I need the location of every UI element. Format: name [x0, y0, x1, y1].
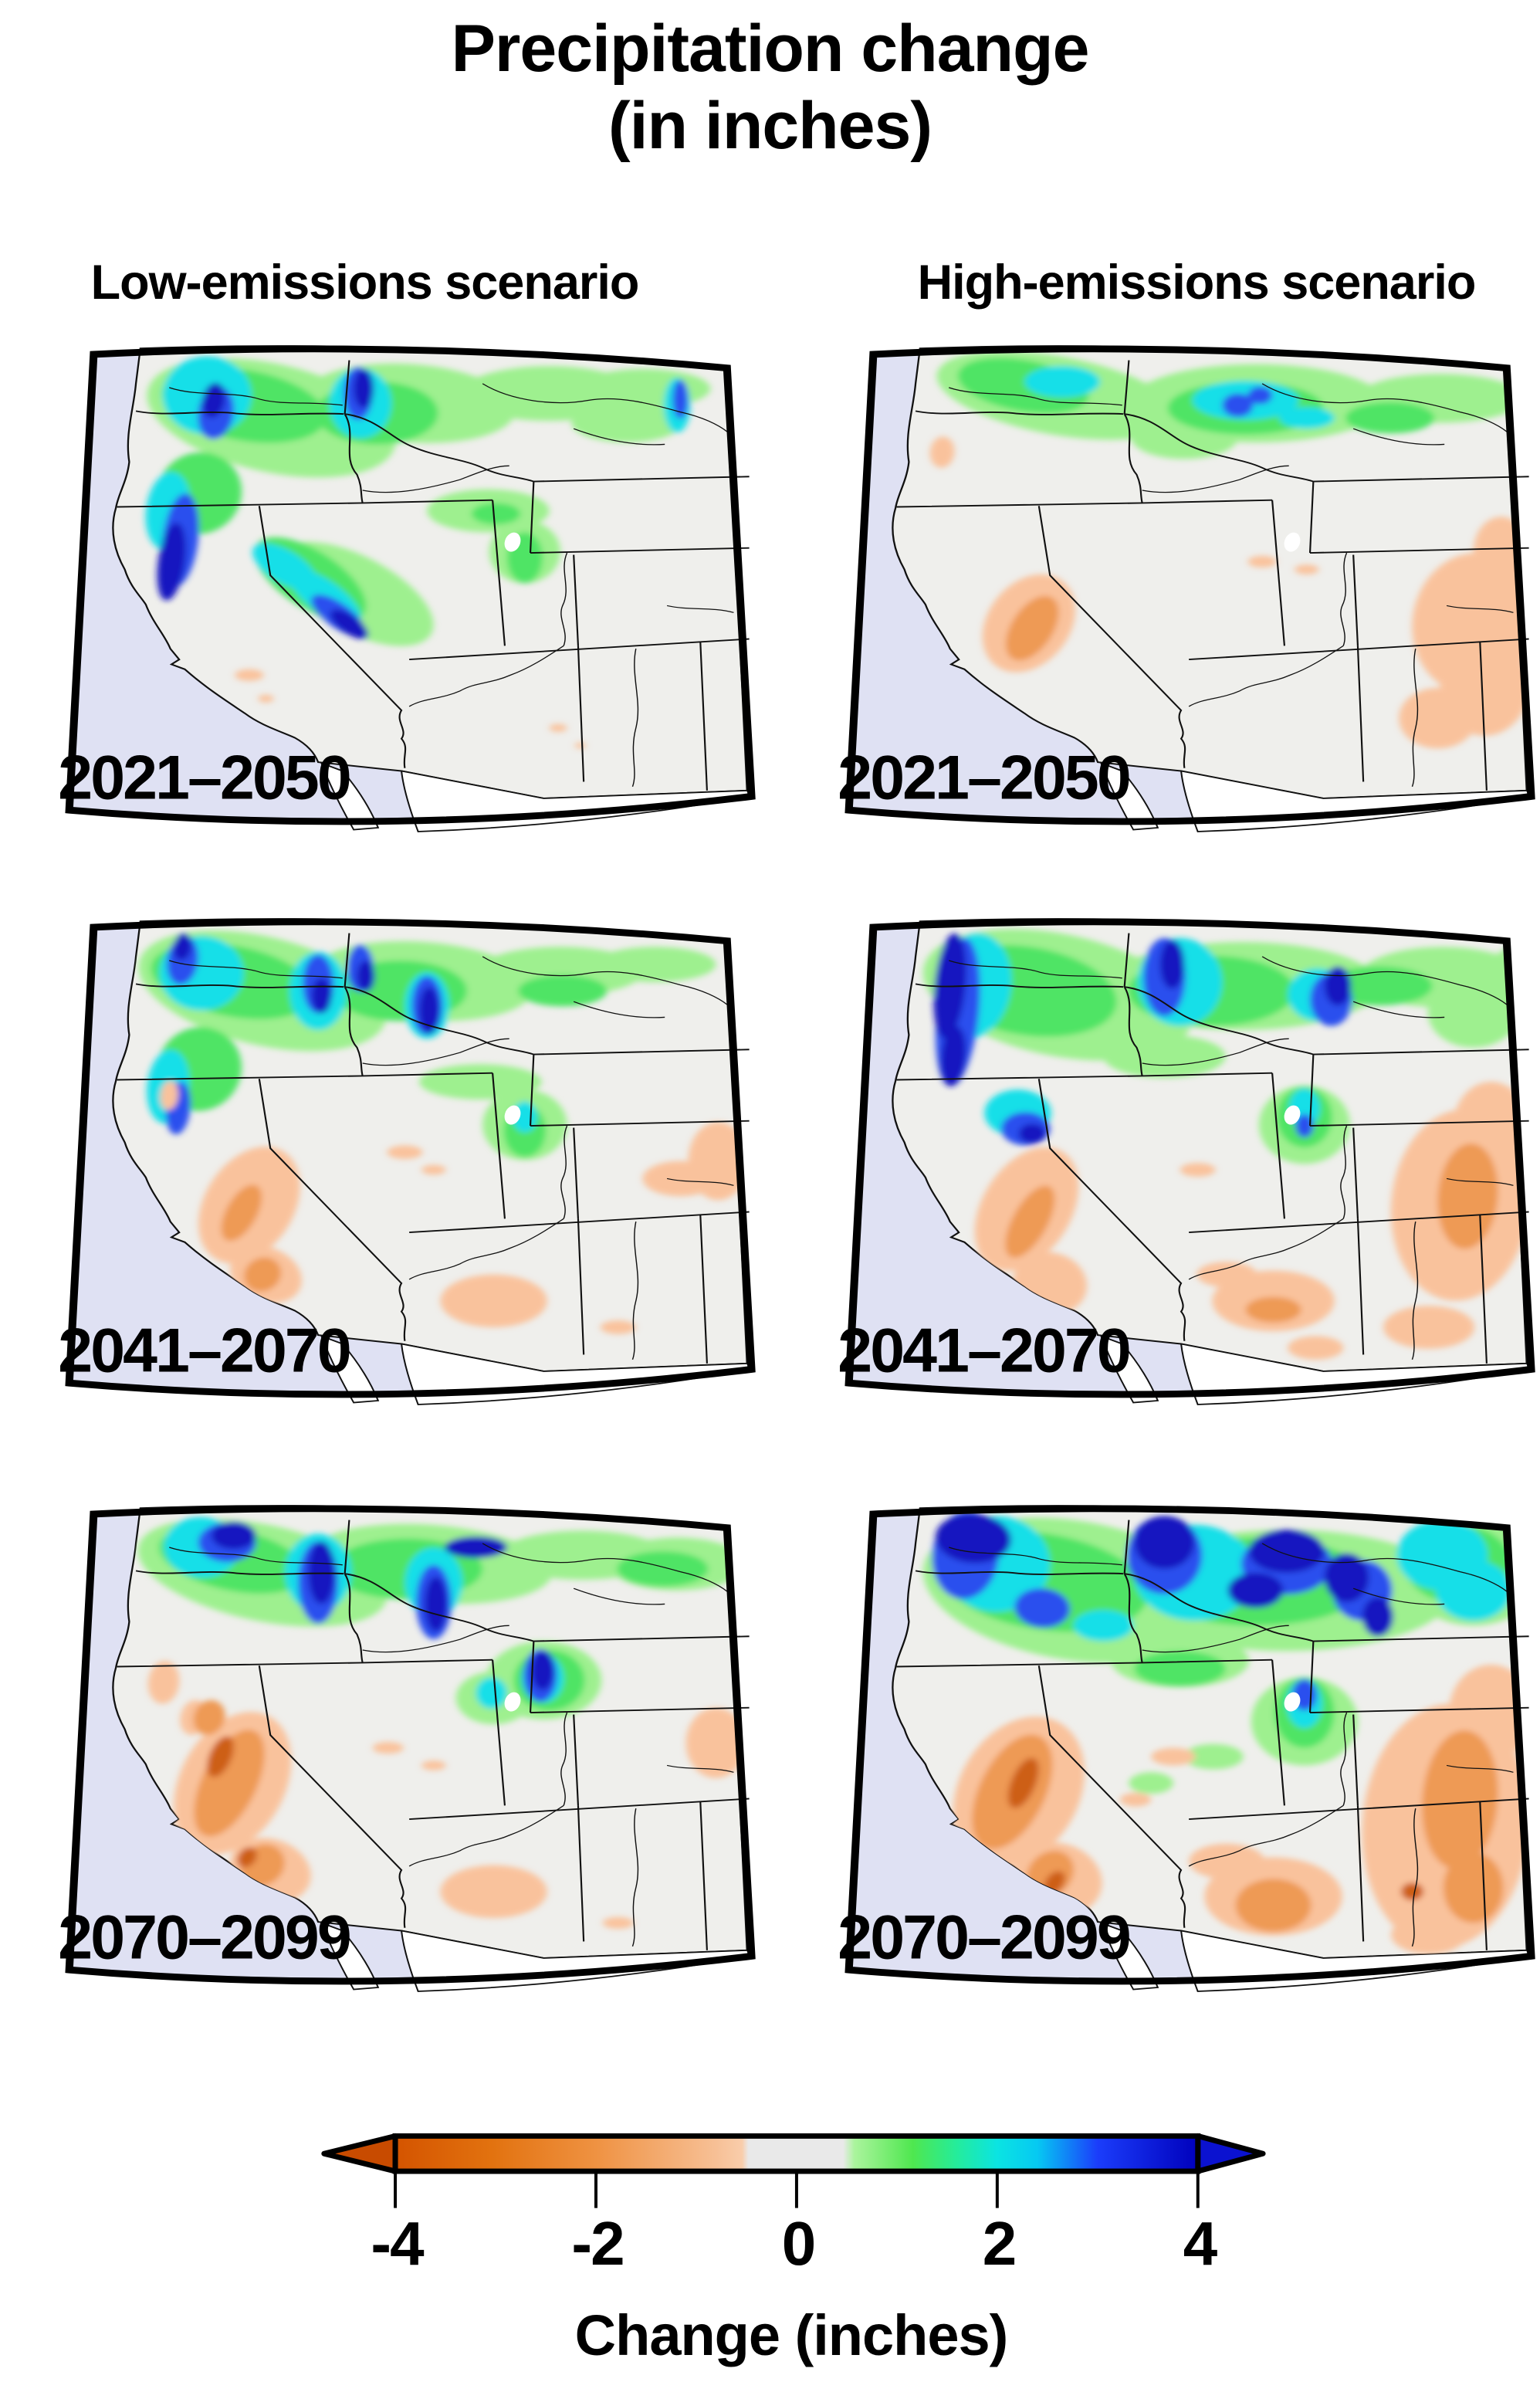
great-salt-lake — [504, 1692, 521, 1712]
period-label: 2041–2070 — [838, 1316, 1129, 1386]
figure-title-line2: (in inches) — [608, 88, 932, 163]
baja-peninsula — [1099, 761, 1159, 831]
great-salt-lake — [1284, 1105, 1301, 1125]
colorbar-tick--2: -2 — [571, 2209, 624, 2278]
colorbar-arrow-left — [321, 2133, 398, 2174]
map-high-2021-2050: 2021–2050 — [838, 345, 1535, 832]
baja-peninsula — [320, 1334, 380, 1404]
map-frame — [844, 1505, 1535, 1985]
figure-title-line1: Precipitation change — [451, 12, 1090, 86]
map-low-2021-2050: 2021–2050 — [58, 345, 756, 832]
figure-title: Precipitation change (in inches) — [0, 11, 1540, 165]
colorbar-tick-0: 0 — [781, 2209, 817, 2278]
colorbar-arrow-right — [1195, 2133, 1266, 2174]
colorbar-svg — [321, 2133, 1266, 2208]
precip-change-field — [922, 929, 1527, 1360]
map-panel-high-2041-2070: 2041–2070 — [807, 905, 1540, 1423]
map-frame — [65, 1505, 756, 1985]
map-low-2041-2070: 2041–2070 — [58, 918, 756, 1405]
colorbar-tick-2: 2 — [982, 2209, 1017, 2278]
colorbar-label: Change (inches) — [574, 2303, 1009, 2367]
map-panel-low-2070-2099: 2070–2099 — [27, 1492, 760, 2010]
baja-peninsula — [320, 1921, 380, 1991]
great-salt-lake — [1284, 1692, 1301, 1712]
precip-change-field — [138, 930, 747, 1334]
precip-change-field — [137, 1516, 746, 1929]
column-header-low-emissions: Low-emissions scenario — [90, 256, 640, 310]
map-frame — [65, 918, 756, 1398]
great-salt-lake — [504, 1105, 521, 1125]
map-frame — [844, 918, 1535, 1398]
baja-peninsula — [1099, 1921, 1159, 1991]
map-panel-low-2041-2070: 2041–2070 — [27, 905, 760, 1423]
map-frame — [65, 345, 756, 825]
column-header-high-emissions: High-emissions scenario — [917, 256, 1477, 310]
period-label: 2021–2050 — [58, 744, 350, 813]
period-label: 2021–2050 — [838, 744, 1129, 813]
map-high-2041-2070: 2041–2070 — [838, 918, 1535, 1405]
baja-peninsula — [1099, 1334, 1159, 1404]
map-panel-high-2070-2099: 2070–2099 — [807, 1492, 1540, 2010]
colorbar-gradient — [392, 2133, 1201, 2174]
period-label: 2041–2070 — [58, 1316, 350, 1386]
baja-peninsula — [320, 761, 380, 831]
map-high-2070-2099: 2070–2099 — [838, 1505, 1535, 1992]
map-panel-low-2021-2050: 2021–2050 — [27, 332, 760, 850]
period-label: 2070–2099 — [838, 1903, 1129, 1973]
map-panel-high-2021-2050: 2021–2050 — [807, 332, 1540, 850]
great-salt-lake — [504, 532, 521, 552]
great-salt-lake — [1284, 532, 1301, 552]
map-low-2070-2099: 2070–2099 — [58, 1505, 756, 1992]
colorbar — [307, 2128, 1272, 2219]
period-label: 2070–2099 — [58, 1903, 350, 1973]
map-frame — [844, 345, 1535, 825]
colorbar-tick--4: -4 — [371, 2209, 424, 2278]
colorbar-tick-4: 4 — [1183, 2209, 1218, 2278]
